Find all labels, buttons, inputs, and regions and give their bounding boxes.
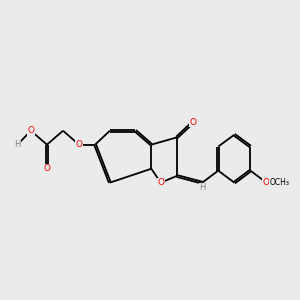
Text: H: H — [199, 183, 206, 192]
Text: O: O — [76, 140, 82, 149]
Text: O: O — [44, 164, 50, 173]
Text: O: O — [27, 126, 34, 135]
Text: O: O — [263, 178, 270, 187]
Text: H: H — [14, 140, 21, 149]
Text: O: O — [157, 178, 164, 187]
Text: OCH₃: OCH₃ — [270, 178, 290, 187]
Text: O: O — [189, 118, 196, 127]
